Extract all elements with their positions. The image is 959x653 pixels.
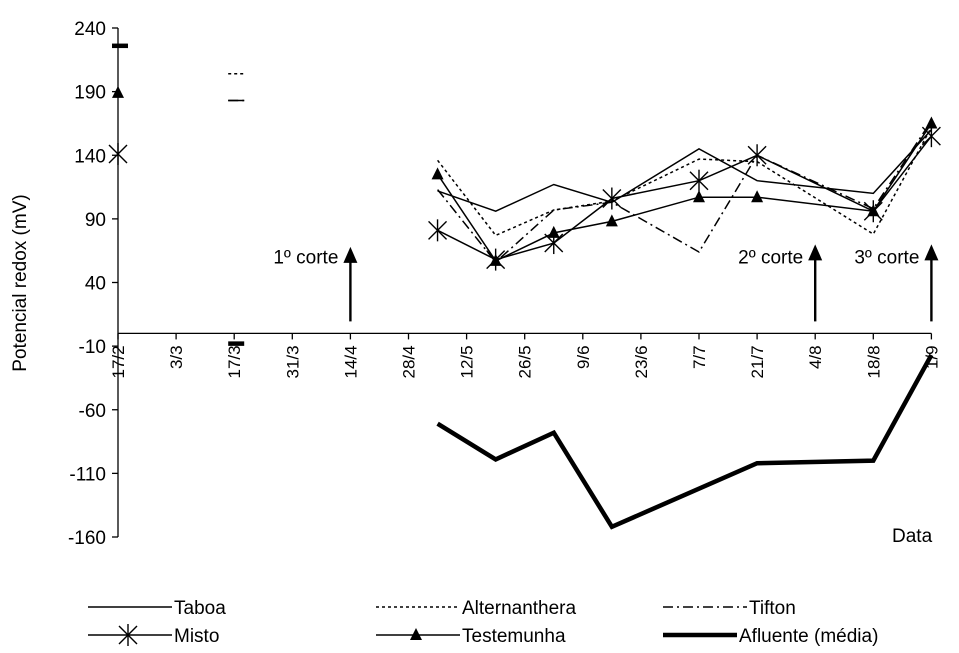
x-tick-label: 17/2 — [109, 345, 128, 378]
annotation-label: 1º corte — [273, 247, 338, 268]
legend-marker — [410, 628, 422, 640]
series-point — [693, 190, 705, 203]
annotation-label: 2º corte — [738, 247, 803, 268]
legend: Taboa Alternanthera Tifton Misto Testemunha A… — [88, 598, 878, 647]
legend-item: Taboa — [88, 598, 226, 619]
series-line — [437, 135, 932, 261]
series-point — [605, 214, 618, 227]
y-tick-label: 140 — [74, 146, 106, 167]
series-line — [437, 120, 933, 264]
series-point — [108, 142, 128, 165]
x-tick-label: 23/6 — [632, 345, 651, 378]
legend-label: Tifton — [749, 598, 796, 619]
series-4 — [112, 85, 938, 266]
legend-item: Alternanthera — [376, 598, 577, 619]
legend-item: Afluente (média) — [663, 626, 878, 647]
annotation-layer: 1º corte 2º corte 3º corte — [273, 244, 939, 322]
legend-label: Misto — [174, 626, 219, 647]
series-line — [437, 126, 933, 237]
x-tick-label: 26/5 — [516, 345, 535, 378]
series-point — [431, 167, 444, 180]
series-point — [489, 253, 502, 266]
x-tick-label: 21/7 — [748, 345, 767, 378]
series-point — [602, 187, 622, 210]
x-tick-label: 17/3 — [225, 345, 244, 378]
series-point — [867, 204, 880, 217]
series-1 — [112, 45, 933, 237]
series-5 — [112, 43, 934, 530]
series-point — [428, 219, 448, 242]
x-axis: 17/2 3/3 17/3 31/3 14/4 28/4 12/5 26/5 9/6 23/6 7/… — [109, 332, 941, 378]
y-tick-label: 190 — [74, 83, 106, 104]
annotation-arrow-head — [808, 244, 823, 261]
y-tick-label: 40 — [85, 274, 106, 295]
series-line — [437, 129, 932, 213]
cut-annotation: 3º corte — [854, 244, 939, 322]
cut-annotation: 1º corte — [273, 246, 358, 322]
x-tick-label: 4/8 — [806, 345, 825, 369]
x-tick-label: 14/4 — [341, 345, 360, 378]
y-tick-label: 240 — [74, 19, 106, 40]
annotation-label: 3º corte — [854, 247, 919, 268]
series-0 — [112, 45, 932, 213]
legend-label: Testemunha — [462, 626, 566, 647]
legend-item: Misto — [88, 624, 219, 647]
series-point — [747, 144, 767, 167]
series-point — [921, 125, 941, 148]
y-tick-label: -110 — [69, 464, 106, 485]
x-axis-title: Data — [892, 526, 933, 547]
y-tick-label: -160 — [68, 528, 106, 549]
series-point — [751, 190, 764, 203]
x-tick-label: 12/5 — [458, 345, 477, 378]
x-tick-label: 9/6 — [574, 345, 593, 369]
series-point — [547, 225, 560, 238]
series-line — [436, 122, 933, 262]
series-line — [436, 353, 934, 530]
legend-item: Tifton — [663, 598, 796, 619]
legend-label: Alternanthera — [462, 598, 577, 619]
x-tick-label: 7/7 — [690, 345, 709, 369]
y-axis-title: Potencial redox (mV) — [10, 194, 31, 371]
x-tick-label: 28/4 — [400, 345, 419, 378]
series-2 — [112, 45, 933, 264]
series-point — [689, 169, 709, 192]
x-tick-label: 18/8 — [864, 345, 883, 378]
y-tick-label: -10 — [79, 337, 106, 358]
annotation-arrow-head — [343, 246, 358, 263]
legend-item: Testemunha — [376, 626, 566, 647]
x-tick-label: 31/3 — [283, 345, 302, 378]
legend-marker — [118, 624, 138, 646]
y-axis: 240 190 140 90 40 -10 -60 -110 -160 — [68, 19, 119, 549]
y-tick-label: 90 — [85, 210, 106, 231]
legend-label: Afluente (média) — [739, 626, 878, 647]
series-layer — [108, 43, 941, 530]
y-tick-label: -60 — [79, 401, 106, 422]
annotation-arrow-head — [924, 244, 939, 261]
x-tick-label: 3/3 — [167, 345, 186, 369]
series-point — [112, 85, 124, 98]
cut-annotation: 2º corte — [738, 244, 823, 322]
series-point — [925, 116, 938, 129]
legend-label: Taboa — [174, 598, 226, 619]
